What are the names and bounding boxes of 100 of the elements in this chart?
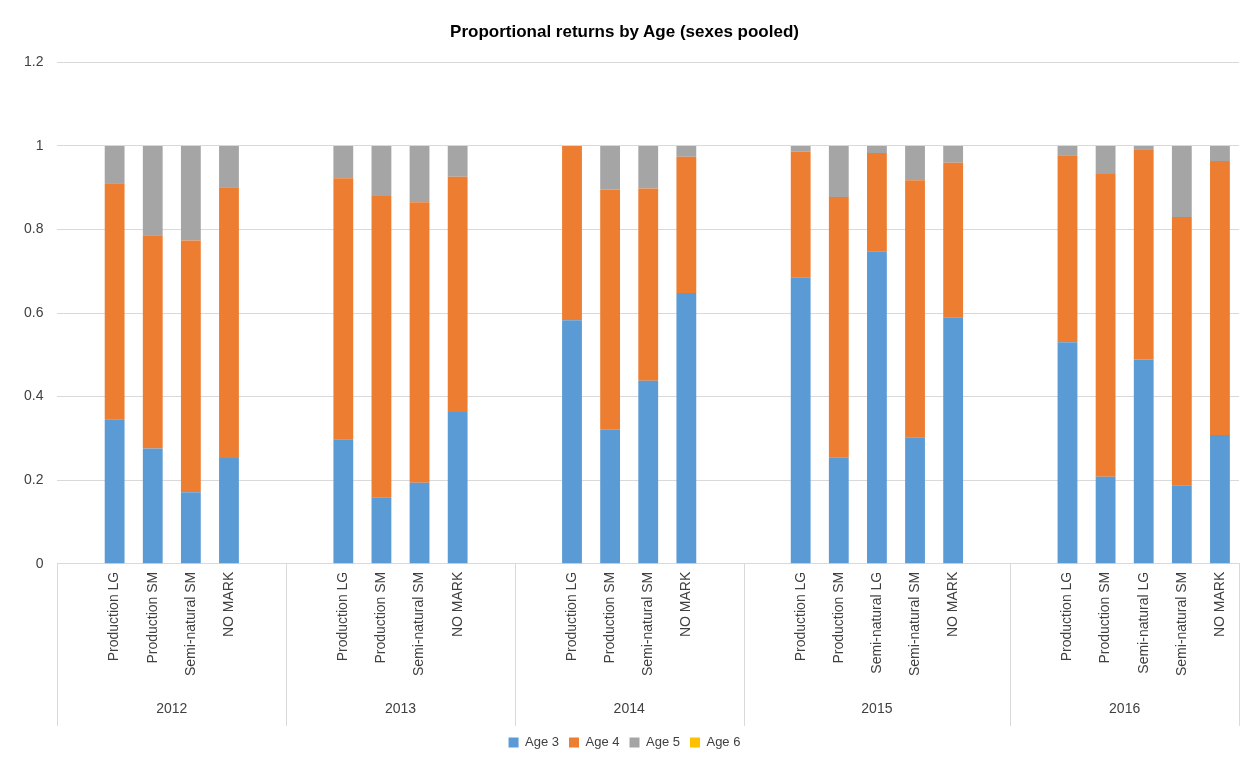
x-tick-label: NO MARK <box>1210 571 1227 638</box>
x-tick-label: Production LG <box>791 571 808 662</box>
text: 2012 <box>156 699 188 716</box>
bar <box>1133 149 1154 360</box>
x-tick-label: NO MARK <box>677 571 694 638</box>
x-tick-label: Production SM <box>372 571 389 664</box>
bar <box>142 235 163 449</box>
bar <box>1095 173 1116 477</box>
x-tick-label: NO MARK <box>448 571 465 638</box>
bar <box>333 439 354 564</box>
bar <box>1133 359 1154 564</box>
bar <box>676 145 697 157</box>
bar <box>676 156 697 294</box>
bar <box>371 145 392 197</box>
bar <box>1171 485 1192 564</box>
bar <box>1210 435 1230 564</box>
bar <box>600 189 621 430</box>
y-tick-label: 1.2 <box>23 53 44 70</box>
bar <box>790 151 811 278</box>
bar <box>447 176 468 413</box>
bar <box>371 196 392 498</box>
y-tick-label: 0.8 <box>23 220 44 237</box>
y-tick-label: 1 <box>35 136 44 153</box>
bar <box>180 145 201 241</box>
x-tick-label: Production SM <box>1096 571 1113 664</box>
bar <box>409 202 430 483</box>
y-tick-label: 0.6 <box>23 303 44 320</box>
bar <box>676 293 697 564</box>
chart-title: Proportional returns by Age (sexes pooled) <box>450 21 799 41</box>
bar <box>867 153 887 252</box>
x-tick-label: Production SM <box>600 571 617 664</box>
x-tick-label: Semi-natural SM <box>181 571 198 677</box>
bar <box>905 437 925 564</box>
bar <box>219 458 239 564</box>
x-tick-label: Production LG <box>1058 571 1075 662</box>
legend-label: Age 4 <box>585 734 620 750</box>
x-tick-label: Semi-natural SM <box>639 571 656 677</box>
text: 2016 <box>1109 699 1141 716</box>
bar <box>142 145 163 236</box>
bar <box>409 145 430 203</box>
x-tick-label: Semi-natural LG <box>1134 571 1151 674</box>
x-tick-label: Semi-natural LG <box>867 571 884 674</box>
bar <box>867 251 887 564</box>
legend-label: Age 6 <box>706 734 741 750</box>
bar <box>562 145 582 321</box>
bar <box>600 429 621 564</box>
bar <box>371 497 392 564</box>
bar <box>1095 476 1116 564</box>
x-tick-label: Production SM <box>143 571 160 664</box>
bar <box>409 482 430 564</box>
bar <box>1171 145 1192 217</box>
bar <box>562 320 582 564</box>
bar <box>219 187 239 459</box>
bar <box>790 277 811 564</box>
x-tick-label: NO MARK <box>944 571 960 638</box>
text: 2015 <box>861 699 893 716</box>
x-tick-label: Production LG <box>334 571 351 662</box>
bar <box>943 317 964 564</box>
bar <box>447 412 468 564</box>
bar <box>180 240 201 493</box>
bar <box>142 448 163 564</box>
x-tick-label: Semi-natural SM <box>1172 571 1189 677</box>
bar <box>867 145 887 154</box>
x-tick-label: Production LG <box>105 571 122 662</box>
bar <box>1057 155 1078 343</box>
bar <box>828 196 849 458</box>
y-tick-label: 0.4 <box>23 387 44 404</box>
bar <box>943 145 964 163</box>
x-tick-label: NO MARK <box>219 571 236 638</box>
text: 2014 <box>613 699 645 716</box>
bar <box>447 145 468 177</box>
bar <box>638 380 659 564</box>
x-tick-label: Semi-natural SM <box>905 571 922 677</box>
bar <box>104 145 125 184</box>
bar <box>219 145 239 188</box>
bar <box>943 162 964 318</box>
bar <box>905 180 925 438</box>
bar <box>790 145 811 152</box>
bar <box>104 419 125 564</box>
bar <box>1171 216 1192 486</box>
bar <box>638 145 659 189</box>
bar <box>1057 145 1078 156</box>
text: 2013 <box>384 699 417 716</box>
bar <box>1133 145 1154 150</box>
bar <box>1210 161 1230 436</box>
x-tick-label: Production SM <box>829 571 846 664</box>
bar <box>828 145 849 197</box>
bar <box>333 145 354 179</box>
bar <box>180 492 201 564</box>
y-tick-label: 0 <box>35 554 44 571</box>
bar <box>1210 145 1230 161</box>
legend-label: Age 3 <box>525 734 560 750</box>
y-tick-label: 0.2 <box>23 471 44 488</box>
x-tick-label: Semi-natural SM <box>410 571 427 677</box>
x-tick-label: Production LG <box>562 571 579 662</box>
legend-label: Age 5 <box>646 734 680 750</box>
bar <box>104 183 125 420</box>
bar <box>333 178 354 440</box>
bar <box>1095 145 1116 174</box>
bar <box>905 145 925 181</box>
